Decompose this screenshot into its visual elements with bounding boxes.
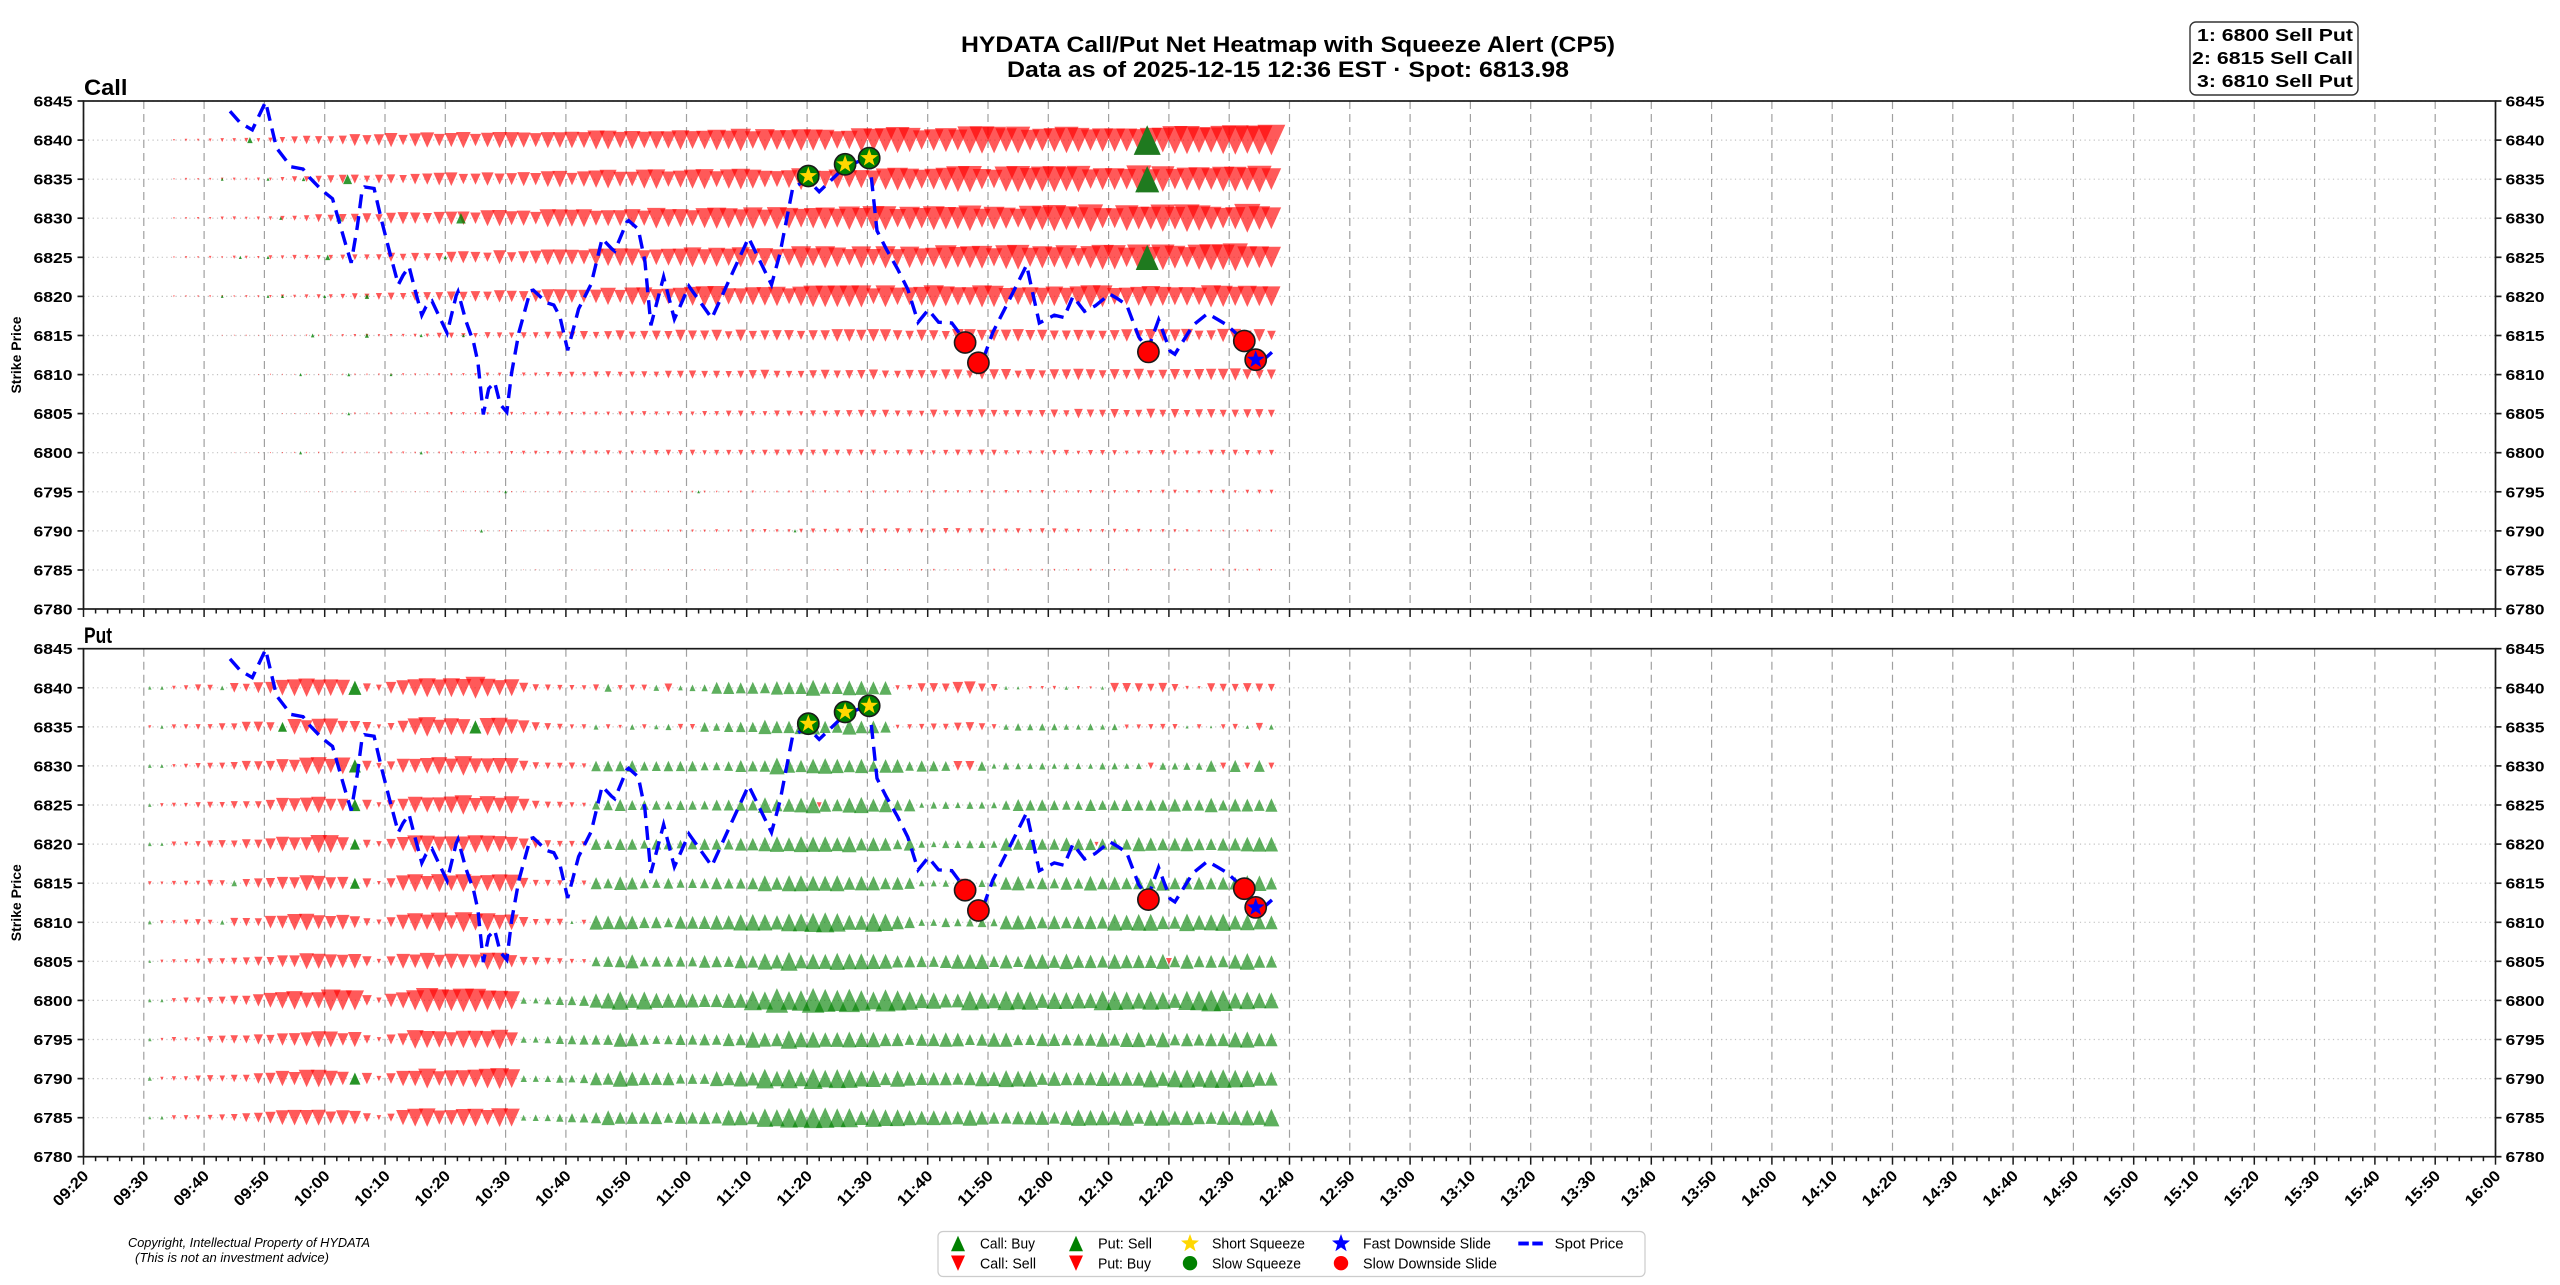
svg-text:6845: 6845 [2506, 641, 2545, 658]
svg-text:6820: 6820 [34, 289, 73, 306]
svg-text:6790: 6790 [2506, 523, 2545, 540]
svg-text:Spot Price: Spot Price [1555, 1236, 1624, 1253]
svg-text:6840: 6840 [2506, 133, 2545, 150]
svg-text:6820: 6820 [2506, 837, 2545, 854]
svg-text:6840: 6840 [2506, 680, 2545, 697]
svg-text:6845: 6845 [2506, 94, 2545, 111]
svg-text:6825: 6825 [2506, 250, 2545, 267]
svg-text:Call: Call [84, 75, 128, 100]
svg-text:6815: 6815 [2506, 328, 2545, 345]
svg-text:6795: 6795 [34, 484, 73, 501]
svg-text:Strike Price: Strike Price [8, 316, 24, 393]
svg-text:6790: 6790 [34, 523, 73, 540]
svg-text:6830: 6830 [34, 758, 73, 775]
svg-text:6785: 6785 [34, 563, 73, 580]
svg-text:Copyright, Intellectual Proper: Copyright, Intellectual Property of HYDA… [128, 1236, 370, 1250]
svg-text:6800: 6800 [34, 445, 73, 462]
svg-text:6845: 6845 [34, 94, 73, 111]
svg-text:6800: 6800 [2506, 993, 2545, 1010]
svg-text:Put: Buy: Put: Buy [1098, 1255, 1151, 1272]
svg-text:6785: 6785 [2506, 1110, 2545, 1127]
svg-text:Call: Sell: Call: Sell [980, 1255, 1036, 1272]
svg-text:6800: 6800 [34, 993, 73, 1010]
svg-text:6785: 6785 [2506, 563, 2545, 580]
svg-text:6835: 6835 [2506, 719, 2545, 736]
svg-text:6815: 6815 [34, 876, 73, 893]
svg-text:6805: 6805 [2506, 406, 2545, 423]
svg-text:6795: 6795 [2506, 1032, 2545, 1049]
svg-text:6795: 6795 [34, 1032, 73, 1049]
svg-text:Slow Downside Slide: Slow Downside Slide [1363, 1255, 1497, 1272]
svg-text:6810: 6810 [2506, 915, 2545, 932]
svg-text:6830: 6830 [34, 211, 73, 228]
svg-text:6780: 6780 [2506, 602, 2545, 619]
svg-text:Short Squeeze: Short Squeeze [1212, 1236, 1305, 1253]
svg-text:6815: 6815 [34, 328, 73, 345]
svg-text:6800: 6800 [2506, 445, 2545, 462]
svg-text:6825: 6825 [2506, 798, 2545, 815]
svg-text:(This is not an investment adv: (This is not an investment advice) [135, 1251, 329, 1265]
svg-text:6820: 6820 [34, 837, 73, 854]
svg-text:6835: 6835 [34, 172, 73, 189]
svg-text:6845: 6845 [34, 641, 73, 658]
svg-text:6805: 6805 [2506, 954, 2545, 971]
svg-text:6780: 6780 [2506, 1149, 2545, 1166]
svg-text:6790: 6790 [34, 1071, 73, 1088]
svg-text:Put: Sell: Put: Sell [1098, 1236, 1152, 1253]
svg-text:6815: 6815 [2506, 876, 2545, 893]
svg-text:6810: 6810 [34, 367, 73, 384]
svg-text:6835: 6835 [2506, 172, 2545, 189]
svg-text:Fast Downside Slide: Fast Downside Slide [1363, 1236, 1491, 1253]
svg-text:1: 6800 Sell Put: 1: 6800 Sell Put [2197, 25, 2353, 45]
svg-text:Strike Price: Strike Price [8, 864, 24, 941]
svg-text:3: 6810 Sell Put: 3: 6810 Sell Put [2197, 71, 2353, 91]
svg-text:Slow Squeeze: Slow Squeeze [1212, 1255, 1301, 1272]
svg-text:6820: 6820 [2506, 289, 2545, 306]
svg-text:6805: 6805 [34, 954, 73, 971]
svg-text:6830: 6830 [2506, 758, 2545, 775]
svg-text:6825: 6825 [34, 798, 73, 815]
svg-text:6835: 6835 [34, 719, 73, 736]
svg-text:6780: 6780 [34, 602, 73, 619]
svg-text:HYDATA Call/Put Net Heatmap wi: HYDATA Call/Put Net Heatmap with Squeeze… [961, 32, 1615, 57]
svg-text:6840: 6840 [34, 133, 73, 150]
svg-text:6785: 6785 [34, 1110, 73, 1127]
svg-text:6830: 6830 [2506, 211, 2545, 228]
svg-text:2: 6815 Sell Call: 2: 6815 Sell Call [2192, 48, 2353, 68]
svg-text:6805: 6805 [34, 406, 73, 423]
svg-text:6810: 6810 [34, 915, 73, 932]
svg-text:6795: 6795 [2506, 484, 2545, 501]
svg-text:6790: 6790 [2506, 1071, 2545, 1088]
svg-text:6840: 6840 [34, 680, 73, 697]
svg-text:Data as of 2025-12-15 12:36 ES: Data as of 2025-12-15 12:36 EST · Spot: … [1007, 57, 1569, 82]
svg-text:6810: 6810 [2506, 367, 2545, 384]
svg-text:Call: Buy: Call: Buy [980, 1236, 1035, 1253]
svg-text:6825: 6825 [34, 250, 73, 267]
svg-text:6780: 6780 [34, 1149, 73, 1166]
svg-text:Put: Put [84, 623, 113, 648]
